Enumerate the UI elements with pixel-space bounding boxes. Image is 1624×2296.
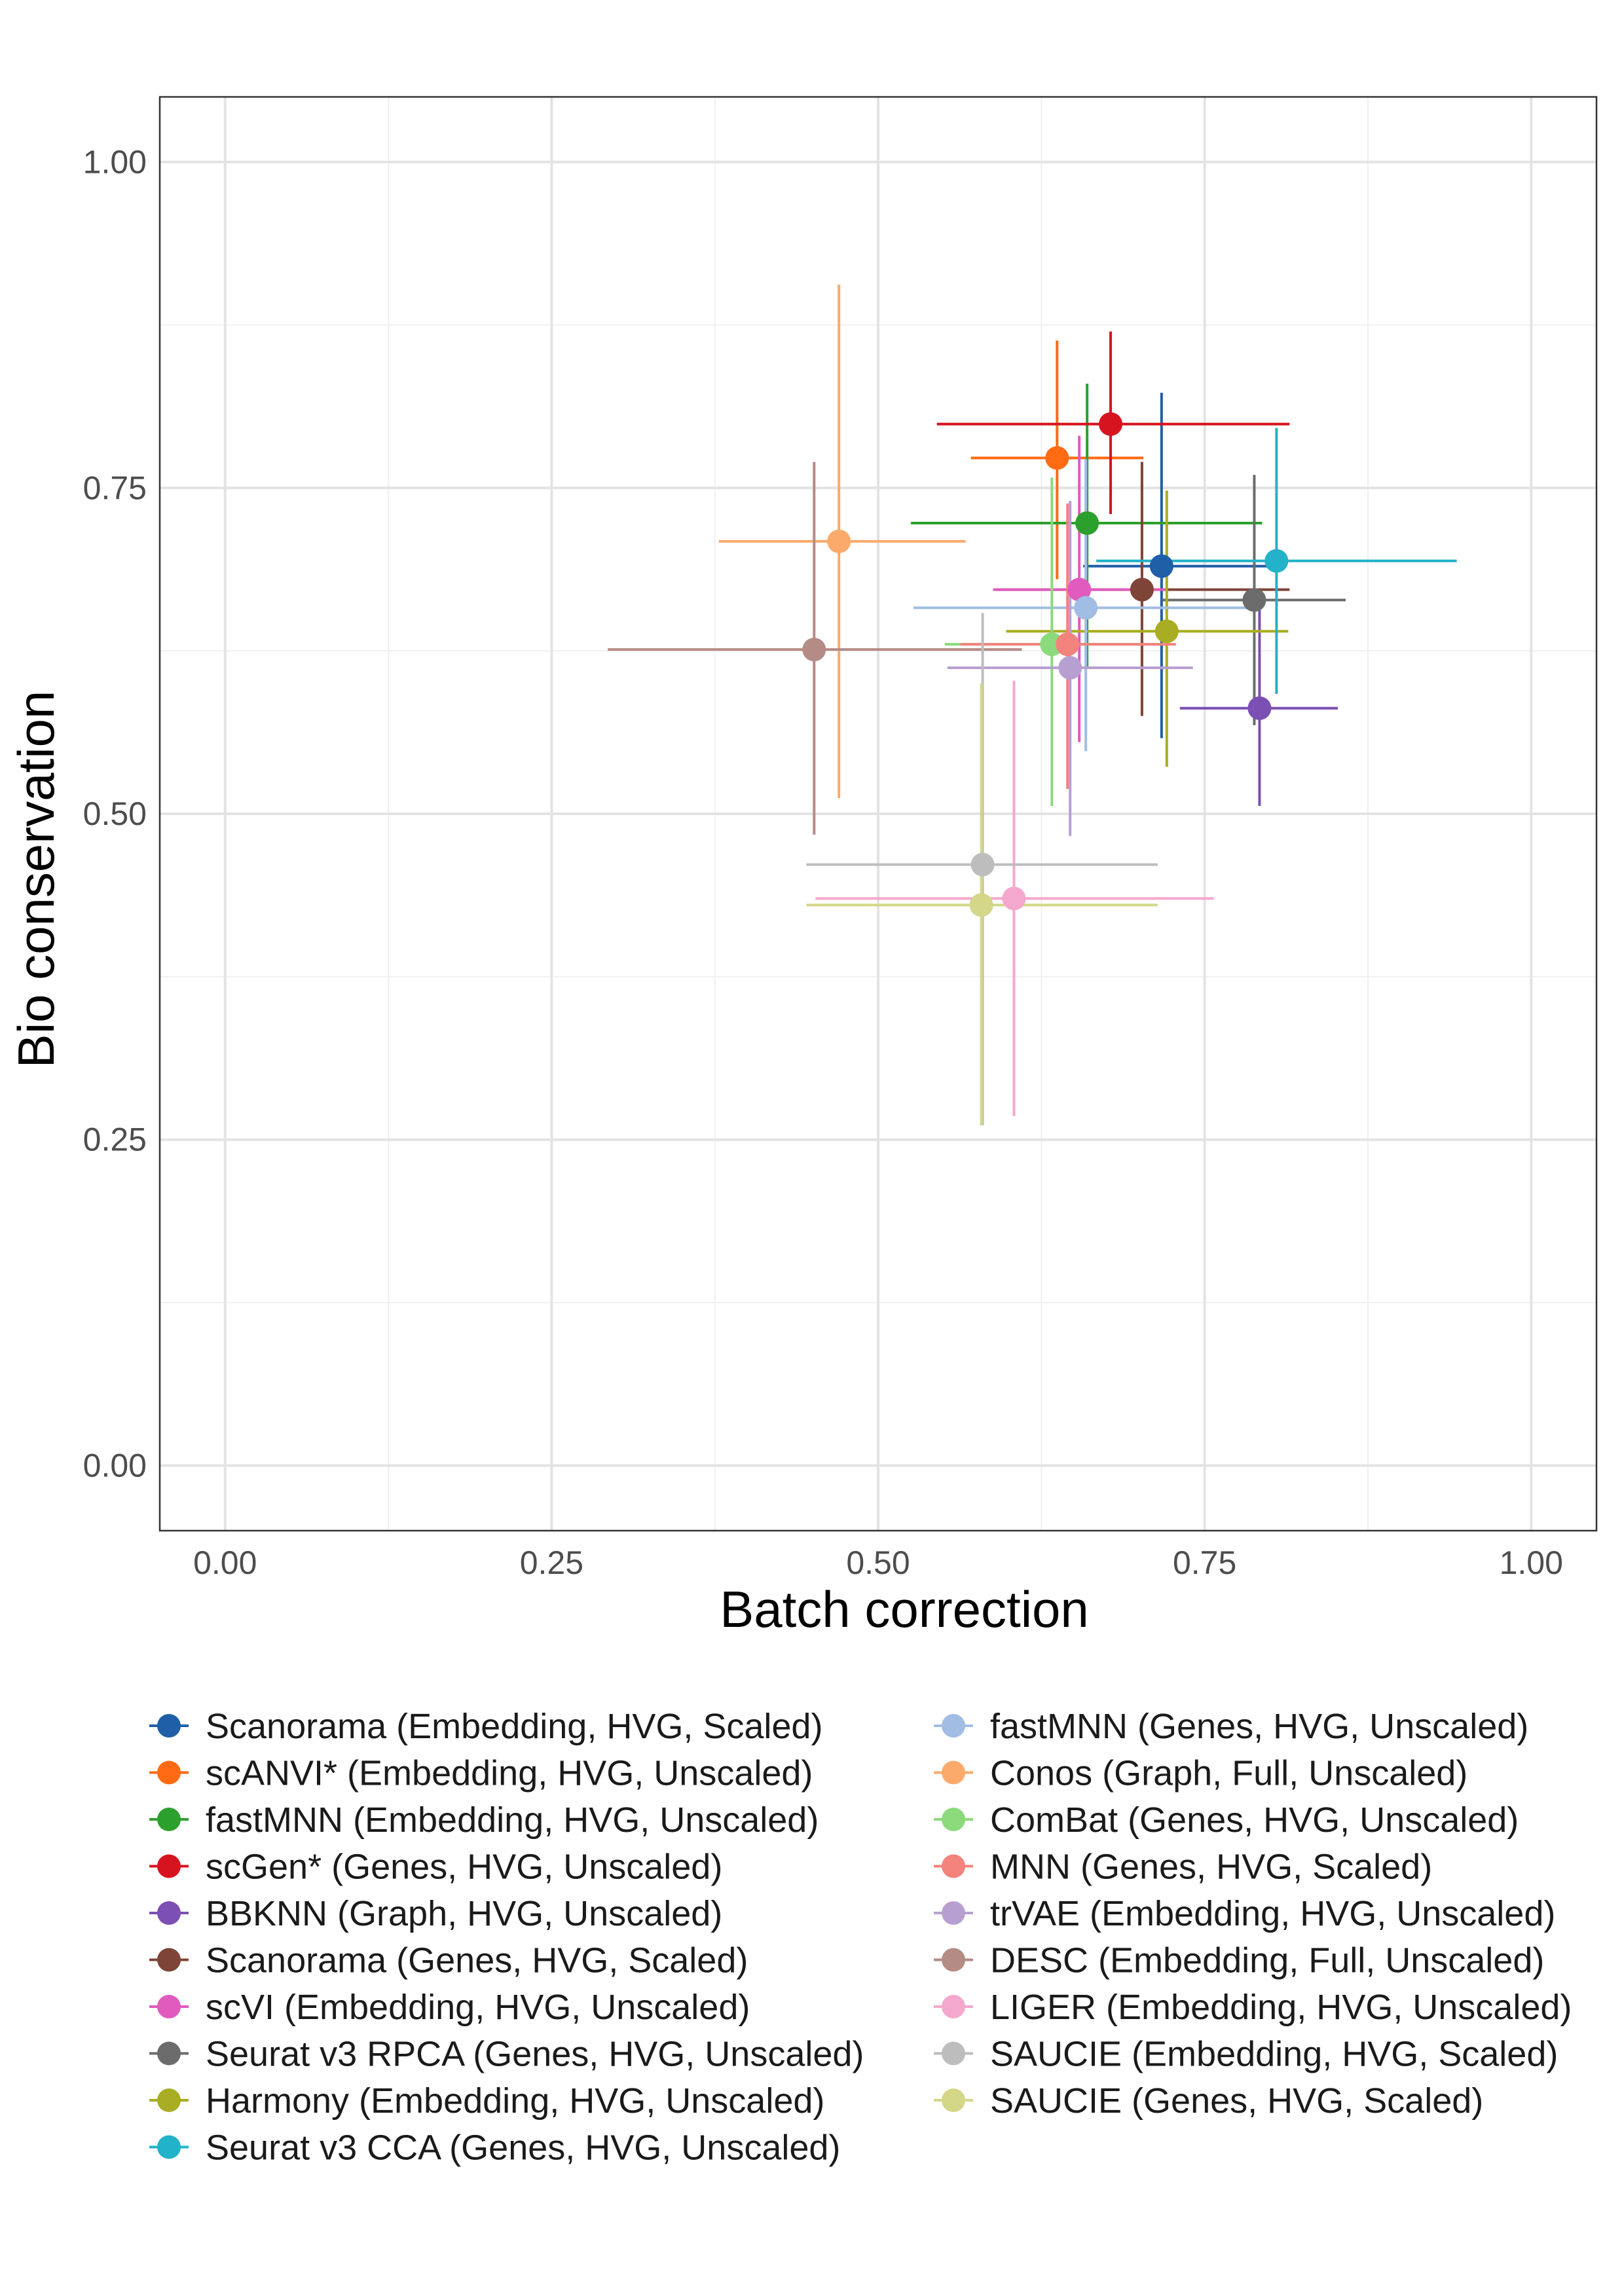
legend-item: trVAE (Embedding, HVG, Unscaled) — [934, 1894, 1555, 1933]
legend-item: DESC (Embedding, Full, Unscaled) — [934, 1941, 1544, 1980]
legend-key-point — [942, 2041, 965, 2066]
data-point — [969, 893, 993, 917]
data-point — [1056, 632, 1080, 657]
data-point — [1264, 549, 1289, 573]
legend-item: fastMNN (Embedding, HVG, Unscaled) — [149, 1800, 819, 1840]
legend-item: BBKNN (Graph, HVG, Unscaled) — [149, 1894, 722, 1933]
legend-key-point — [157, 1948, 181, 1972]
x-tick-label: 1.00 — [1500, 1544, 1563, 1581]
legend-item: Scanorama (Embedding, HVG, Scaled) — [149, 1707, 822, 1746]
legend-label: SAUCIE (Embedding, HVG, Scaled) — [990, 2035, 1558, 2074]
legend-item: Seurat v3 RPCA (Genes, HVG, Unscaled) — [149, 2035, 864, 2074]
legend-label: scVI (Embedding, HVG, Unscaled) — [206, 1988, 750, 2027]
legend-key-point — [942, 1901, 965, 1925]
data-point — [1002, 886, 1026, 911]
legend-key-point — [157, 1995, 181, 2018]
data-point — [1045, 446, 1069, 470]
legend-item: LIGER (Embedding, HVG, Unscaled) — [934, 1988, 1572, 2027]
x-axis-title: Batch correction — [720, 1580, 1089, 1638]
legend-item: Seurat v3 CCA (Genes, HVG, Unscaled) — [149, 2128, 840, 2168]
legend: Scanorama (Embedding, HVG, Scaled) scANVI… — [149, 1707, 1572, 2168]
legend-item: scGen* (Genes, HVG, Unscaled) — [149, 1848, 722, 1887]
legend-key-point — [157, 2041, 181, 2066]
legend-label: ComBat (Genes, HVG, Unscaled) — [990, 1800, 1519, 1840]
major-grid — [160, 97, 1596, 1531]
data-point — [1075, 511, 1099, 536]
legend-item: SAUCIE (Embedding, HVG, Scaled) — [934, 2035, 1558, 2074]
y-tick-label: 0.25 — [83, 1121, 147, 1158]
data-points — [802, 412, 1289, 917]
legend-label: Harmony (Embedding, HVG, Unscaled) — [206, 2081, 824, 2121]
data-point — [970, 852, 995, 877]
y-tick-label: 0.50 — [83, 795, 147, 832]
legend-item: fastMNN (Genes, HVG, Unscaled) — [934, 1707, 1528, 1746]
data-point — [1247, 696, 1272, 720]
legend-key-point — [942, 1995, 965, 2018]
legend-item: MNN (Genes, HVG, Scaled) — [934, 1848, 1432, 1887]
legend-item: ComBat (Genes, HVG, Unscaled) — [934, 1800, 1519, 1840]
legend-key-point — [157, 1714, 181, 1738]
legend-key-point — [942, 1760, 965, 1785]
legend-label: LIGER (Embedding, HVG, Unscaled) — [990, 1988, 1572, 2027]
legend-item: Scanorama (Genes, HVG, Scaled) — [149, 1941, 748, 1980]
data-point — [827, 529, 851, 553]
x-tick-label: 0.25 — [520, 1544, 583, 1581]
legend-key-point — [942, 1714, 965, 1738]
legend-label: scGen* (Genes, HVG, Unscaled) — [206, 1848, 722, 1887]
y-tick-label: 0.75 — [83, 469, 147, 506]
legend-label: DESC (Embedding, Full, Unscaled) — [990, 1941, 1544, 1980]
legend-item: Conos (Graph, Full, Unscaled) — [934, 1754, 1467, 1793]
data-point — [1130, 577, 1154, 602]
panel-border — [158, 96, 1598, 1532]
x-tick-label: 0.75 — [1173, 1544, 1236, 1581]
legend-key-point — [157, 1760, 181, 1785]
legend-label: Scanorama (Embedding, HVG, Scaled) — [206, 1707, 822, 1746]
data-point — [1149, 554, 1173, 578]
legend-item: scVI (Embedding, HVG, Unscaled) — [149, 1988, 750, 2027]
legend-label: BBKNN (Graph, HVG, Unscaled) — [206, 1894, 722, 1933]
legend-key-point — [157, 1854, 181, 1878]
legend-key-point — [157, 2088, 181, 2112]
data-point — [1154, 619, 1179, 644]
data-point — [1074, 596, 1098, 620]
legend-key-point — [942, 1854, 965, 1878]
legend-key-point — [942, 1808, 965, 1831]
legend-label: trVAE (Embedding, HVG, Unscaled) — [990, 1894, 1555, 1933]
y-tick-label: 0.00 — [83, 1447, 147, 1484]
legend-item: SAUCIE (Genes, HVG, Scaled) — [934, 2081, 1483, 2121]
legend-label: Seurat v3 RPCA (Genes, HVG, Unscaled) — [206, 2035, 864, 2074]
data-point — [1058, 656, 1082, 680]
x-tick-label: 0.50 — [846, 1544, 910, 1581]
x-tick-label: 0.00 — [193, 1544, 257, 1581]
y-axis-title: Bio conservation — [7, 691, 65, 1068]
legend-key-point — [157, 2135, 181, 2159]
y-tick-label: 1.00 — [83, 144, 147, 181]
legend-key-point — [942, 1948, 965, 1972]
legend-key-point — [157, 1808, 181, 1831]
legend-key-point — [157, 1901, 181, 1925]
data-point — [1242, 588, 1266, 612]
data-point — [1067, 577, 1092, 602]
legend-key-point — [942, 2088, 965, 2112]
legend-label: fastMNN (Genes, HVG, Unscaled) — [990, 1707, 1528, 1746]
legend-item: scANVI* (Embedding, HVG, Unscaled) — [149, 1754, 813, 1793]
legend-label: Seurat v3 CCA (Genes, HVG, Unscaled) — [206, 2128, 840, 2168]
data-point — [1099, 412, 1123, 436]
legend-label: scANVI* (Embedding, HVG, Unscaled) — [206, 1754, 813, 1793]
legend-label: SAUCIE (Genes, HVG, Scaled) — [990, 2081, 1483, 2121]
data-point — [802, 638, 826, 662]
legend-label: MNN (Genes, HVG, Scaled) — [990, 1848, 1432, 1887]
legend-item: Harmony (Embedding, HVG, Unscaled) — [149, 2081, 824, 2121]
legend-label: Conos (Graph, Full, Unscaled) — [990, 1754, 1467, 1793]
legend-label: Scanorama (Genes, HVG, Scaled) — [206, 1941, 748, 1980]
legend-label: fastMNN (Embedding, HVG, Unscaled) — [206, 1800, 819, 1840]
